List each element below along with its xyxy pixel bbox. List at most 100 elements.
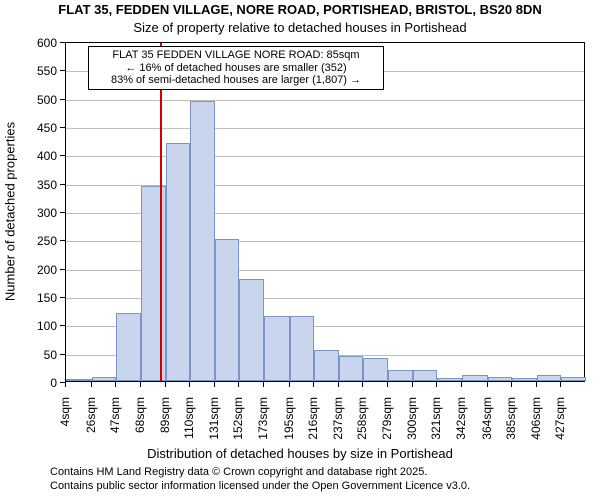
histogram-bar [363,358,388,381]
x-tick-label: 173sqm [256,397,270,447]
annotation-line-2: ← 16% of detached houses are smaller (35… [93,62,379,75]
y-tick-label: 150 [37,291,57,305]
y-axis-label: Number of detached properties [3,62,18,362]
x-tick-label: 26sqm [84,397,98,447]
annotation-line-3: 83% of semi-detached houses are larger (… [93,74,379,87]
y-tick-mark [60,42,65,43]
x-tick-mark [189,382,190,387]
x-tick-mark [436,382,437,387]
y-tick-label: 300 [37,206,57,220]
x-tick-label: 195sqm [282,397,296,447]
histogram-bar [239,279,264,381]
x-tick-mark [140,382,141,387]
histogram-bar [264,316,290,381]
histogram-bar [339,356,364,382]
x-tick-mark [461,382,462,387]
y-tick-label: 250 [37,234,57,248]
x-tick-label: 4sqm [58,397,72,447]
grid-line [66,100,584,101]
x-tick-label: 406sqm [529,397,543,447]
y-tick-mark [60,354,65,355]
histogram-bar [488,377,513,381]
grid-line [66,128,584,129]
y-tick-mark [60,99,65,100]
histogram-bar [116,313,141,381]
annotation-box: FLAT 35 FEDDEN VILLAGE NORE ROAD: 85sqm … [88,46,384,90]
x-tick-label: 216sqm [306,397,320,447]
x-tick-mark [115,382,116,387]
x-tick-mark [214,382,215,387]
x-tick-label: 68sqm [133,397,147,447]
x-axis-label: Distribution of detached houses by size … [0,446,600,461]
x-tick-label: 152sqm [231,397,245,447]
y-tick-label: 0 [50,376,57,390]
histogram-bar [92,377,117,381]
y-tick-mark [60,269,65,270]
page-subtitle: Size of property relative to detached ho… [0,20,600,35]
x-tick-mark [338,382,339,387]
x-tick-mark [238,382,239,387]
x-tick-label: 258sqm [355,397,369,447]
x-tick-mark [165,382,166,387]
y-tick-mark [60,240,65,241]
x-tick-mark [313,382,314,387]
histogram-bar [290,316,315,381]
x-tick-label: 47sqm [108,397,122,447]
footer-line-2: Contains public sector information licen… [50,480,470,492]
histogram-bar [512,378,537,381]
histogram-bar [215,239,240,381]
histogram-bar [437,378,462,381]
histogram-bar [314,350,339,381]
y-tick-mark [60,155,65,156]
x-tick-mark [511,382,512,387]
histogram-bar [66,379,92,381]
x-tick-mark [536,382,537,387]
x-tick-label: 110sqm [182,397,196,447]
x-tick-label: 364sqm [480,397,494,447]
x-tick-mark [362,382,363,387]
y-tick-label: 200 [37,263,57,277]
annotation-line-1: FLAT 35 FEDDEN VILLAGE NORE ROAD: 85sqm [93,49,379,62]
x-tick-label: 427sqm [553,397,567,447]
histogram-bar [166,143,191,381]
histogram-bar [537,375,562,381]
x-tick-label: 385sqm [504,397,518,447]
y-tick-mark [60,212,65,213]
reference-line [160,43,162,381]
y-tick-mark [60,70,65,71]
histogram-bar [462,375,488,381]
x-tick-mark [65,382,66,387]
page-title: FLAT 35, FEDDEN VILLAGE, NORE ROAD, PORT… [0,2,600,17]
y-tick-label: 350 [37,178,57,192]
histogram-bar [413,370,438,381]
y-tick-mark [60,184,65,185]
histogram-bar [388,370,413,381]
y-tick-label: 100 [37,319,57,333]
y-tick-mark [60,297,65,298]
y-tick-label: 600 [37,36,57,50]
chart-plot-area [65,42,585,382]
x-tick-mark [263,382,264,387]
y-tick-mark [60,127,65,128]
x-tick-mark [289,382,290,387]
x-tick-label: 131sqm [207,397,221,447]
histogram-bar [190,101,215,382]
y-tick-mark [60,325,65,326]
y-tick-label: 50 [44,348,57,362]
grid-line [66,156,584,157]
x-tick-mark [387,382,388,387]
footer-line-1: Contains HM Land Registry data © Crown c… [50,466,427,478]
x-tick-mark [560,382,561,387]
x-tick-mark [91,382,92,387]
x-tick-mark [487,382,488,387]
x-tick-label: 321sqm [429,397,443,447]
y-tick-label: 500 [37,93,57,107]
y-tick-label: 550 [37,64,57,78]
y-tick-label: 450 [37,121,57,135]
x-tick-label: 279sqm [380,397,394,447]
x-tick-label: 300sqm [405,397,419,447]
histogram-bar [561,377,586,381]
page: { "title": "FLAT 35, FEDDEN VILLAGE, NOR… [0,0,600,500]
x-tick-label: 342sqm [454,397,468,447]
x-tick-label: 237sqm [331,397,345,447]
